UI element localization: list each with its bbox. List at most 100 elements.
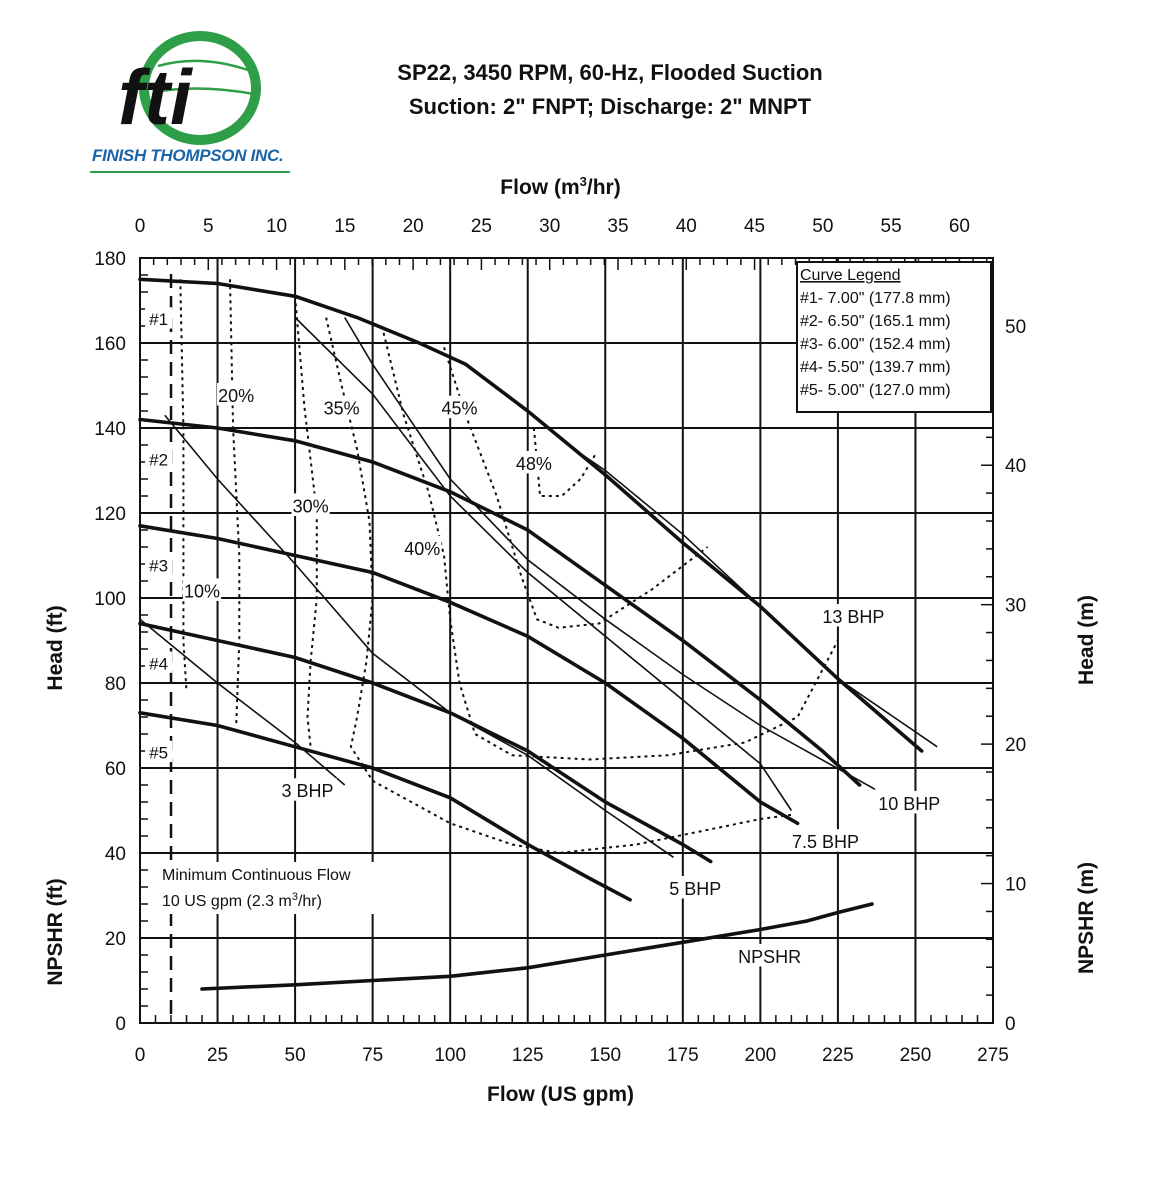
bhp-label-bg <box>278 778 337 801</box>
x-top-tick-label: 40 <box>676 216 697 237</box>
x-top-tick-label: 30 <box>539 216 560 237</box>
efficiency-label-bg <box>291 493 330 516</box>
y-right-tick-label: 50 <box>1005 317 1026 338</box>
impeller-curve-label-bg <box>145 651 173 673</box>
bhp-label-bg <box>666 875 725 899</box>
x-bottom-tick-label: 100 <box>434 1045 466 1066</box>
efficiency-label-bg <box>322 395 361 419</box>
plot-frame <box>139 257 994 1024</box>
impeller-curve <box>138 417 862 787</box>
impeller-curve <box>138 524 800 826</box>
logo-letters: fti <box>118 53 193 141</box>
efficiency-label: 20% <box>218 386 254 406</box>
x-top-tick-label: 50 <box>812 216 833 237</box>
bhp-label: 3 BHP <box>281 781 333 801</box>
x-bottom-tick-label: 250 <box>900 1045 932 1066</box>
efficiency-label-bg <box>514 450 554 474</box>
x-top-axis-label-suffix: /hr) <box>587 176 621 199</box>
x-bottom-tick-label: 150 <box>589 1045 621 1066</box>
min-flow-label-suffix: /hr) <box>298 893 322 910</box>
efficiency-label: 35% <box>324 399 360 419</box>
y-right-tick-label: 20 <box>1005 735 1026 756</box>
x-top-tick-label: 25 <box>471 216 492 237</box>
npshr-curve <box>200 902 874 991</box>
impeller-curve-label-bg <box>145 307 173 329</box>
x-bottom-tick-label: 50 <box>285 1045 306 1066</box>
y-left-tick-label: 0 <box>115 1014 126 1035</box>
x-bottom-tick-label: 225 <box>822 1045 854 1066</box>
y-left-tick-label: 140 <box>94 419 126 440</box>
npshr-label-bg <box>740 943 799 967</box>
y-left-npshr-label: NPSHR (ft) <box>44 878 67 985</box>
x-top-tick-label: 60 <box>949 216 970 237</box>
bhp-label: 7.5 BHP <box>792 832 859 852</box>
impeller-curve-label: #4 <box>149 654 168 673</box>
x-bottom-tick-label: 175 <box>667 1045 699 1066</box>
x-bottom-tick-label: 0 <box>135 1045 146 1066</box>
x-top-tick-label: 10 <box>266 216 287 237</box>
efficiency-label: 10% <box>184 581 220 601</box>
efficiency-label-bg <box>403 535 442 559</box>
bhp-label-bg <box>875 790 944 814</box>
y-right-tick-label: 30 <box>1005 596 1026 617</box>
y-right-tick-label: 10 <box>1005 875 1026 896</box>
impeller-curve <box>138 621 713 864</box>
efficiency-curve <box>443 346 709 629</box>
bhp-label-bg <box>786 829 865 852</box>
bhp-label: 13 BHP <box>822 607 884 627</box>
x-bottom-tick-label: 25 <box>207 1045 228 1066</box>
efficiency-label: 48% <box>516 454 552 474</box>
x-top-axis-label-sup: 3 <box>580 174 587 189</box>
x-bottom-tick-label: 275 <box>977 1045 1009 1066</box>
bhp-line <box>573 448 938 748</box>
y-left-tick-label: 120 <box>94 504 126 525</box>
logo-globe-lines <box>153 59 255 96</box>
legend-entry: #1- 7.00" (177.8 mm) <box>800 290 951 307</box>
y-right-npshr-label: NPSHR (m) <box>1075 862 1098 974</box>
x-top-axis-label: Flow (m3/hr) <box>500 174 620 199</box>
min-flow-label-bg <box>165 862 384 914</box>
legend-box <box>796 261 992 413</box>
bhp-label-bg <box>819 603 888 627</box>
impeller-curve-label: #1 <box>149 310 168 329</box>
y-left-tick-label: 60 <box>105 759 126 780</box>
y-right-tick-label: 40 <box>1005 456 1026 477</box>
logo-company-name: FINISH THOMPSON INC. <box>92 146 284 165</box>
x-bottom-axis-label: Flow (US gpm) <box>487 1083 634 1106</box>
x-top-tick-label: 5 <box>203 216 214 237</box>
impeller-curve <box>138 277 924 753</box>
min-flow-label-sup: 3 <box>292 891 298 903</box>
bhp-label: 10 BHP <box>878 794 940 814</box>
x-top-tick-label: 35 <box>607 216 628 237</box>
y-left-head-label: Head (ft) <box>44 605 67 690</box>
legend-entry: #3- 6.00" (152.4 mm) <box>800 336 951 353</box>
impeller-curve-label-bg <box>145 447 173 469</box>
legend-title: Curve Legend <box>800 267 901 284</box>
efficiency-label: 40% <box>404 539 440 559</box>
x-top-tick-label: 0 <box>135 216 146 237</box>
y-right-tick-label: 0 <box>1005 1014 1016 1035</box>
impeller-curve-label: #2 <box>149 450 168 469</box>
efficiency-label-bg <box>217 382 256 406</box>
y-left-tick-label: 40 <box>105 844 126 865</box>
impeller-curve-label-bg <box>145 740 173 763</box>
impeller-curve-label: #3 <box>149 557 168 576</box>
y-left-tick-label: 160 <box>94 334 126 355</box>
chart-title-line2: Suction: 2" FNPT; Discharge: 2" MNPT <box>408 94 812 119</box>
npshr-label: NPSHR <box>738 947 801 967</box>
x-top-tick-label: 45 <box>744 216 765 237</box>
efficiency-curve <box>229 279 241 726</box>
impeller-curve-label: #5 <box>149 744 168 763</box>
efficiency-label-bg <box>440 395 479 419</box>
efficiency-curve <box>294 296 318 747</box>
logo-underline <box>90 171 290 173</box>
efficiency-label: 45% <box>441 399 477 419</box>
efficiency-curve <box>179 279 188 692</box>
legend-entry: #2- 6.50" (165.1 mm) <box>800 313 951 330</box>
impeller-curve-label-bg <box>145 553 173 576</box>
x-bottom-tick-label: 125 <box>512 1045 544 1066</box>
bhp-line <box>344 317 876 790</box>
y-left-tick-label: 80 <box>105 674 126 695</box>
x-top-tick-label: 15 <box>334 216 355 237</box>
